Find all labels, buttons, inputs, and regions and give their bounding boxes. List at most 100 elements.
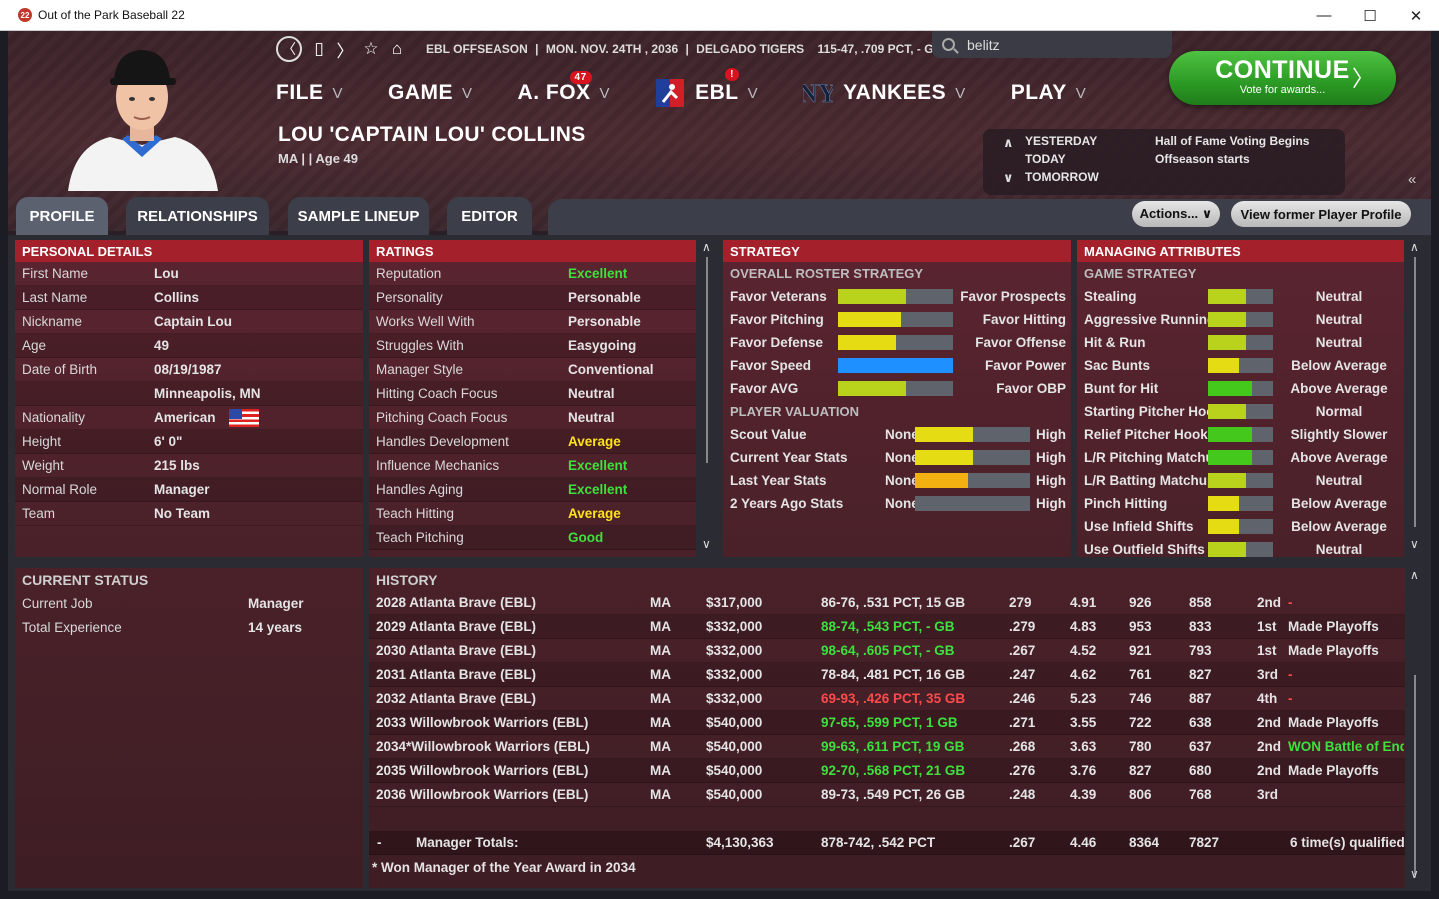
history-team[interactable]: 2034*Willowbrook Warriors (EBL) bbox=[376, 739, 590, 754]
rating-value: Easygoing bbox=[568, 338, 637, 353]
managing-row: L/R Pitching Matchups Above Average bbox=[1077, 446, 1404, 469]
history-team[interactable]: 2036 Willowbrook Warriors (EBL) bbox=[376, 787, 589, 802]
managing-slider[interactable] bbox=[1208, 335, 1273, 350]
history-team[interactable]: 2028 Atlanta Brave (EBL) bbox=[376, 595, 537, 610]
events-up-icon[interactable]: ∧ bbox=[1003, 135, 1014, 150]
collapse-icon[interactable]: « bbox=[1408, 171, 1417, 188]
history-team[interactable]: 2029 Atlanta Brave (EBL) bbox=[376, 619, 537, 634]
header: 〈 ▯ 〉 ☆ ⌂ EBL OFFSEASON | MON. NOV. 24TH… bbox=[8, 31, 1431, 231]
section-header: PLAYER VALUATION bbox=[730, 404, 860, 419]
rating-label: Reputation bbox=[376, 266, 442, 281]
strategy-slider[interactable] bbox=[838, 312, 953, 327]
history-row: 2033 Willowbrook Warriors (EBL) MA $540,00… bbox=[369, 711, 1405, 735]
tab-profile[interactable]: PROFILE bbox=[16, 197, 108, 235]
roster-strategy-row: Favor Speed Favor Power bbox=[723, 354, 1071, 377]
menu-game[interactable]: GAME V bbox=[388, 81, 473, 105]
managing-slider[interactable] bbox=[1208, 496, 1273, 511]
home-icon[interactable]: ⌂ bbox=[391, 39, 403, 58]
history-scroll-up-icon[interactable]: ∧ bbox=[1410, 568, 1419, 582]
info-team[interactable]: DELGADO TIGERS bbox=[696, 42, 805, 56]
managing-scroll-up-icon[interactable]: ∧ bbox=[1410, 240, 1419, 254]
event-value[interactable]: Hall of Fame Voting Begins bbox=[1155, 134, 1310, 148]
managing-slider[interactable] bbox=[1208, 358, 1273, 373]
history-team[interactable]: 2031 Atlanta Brave (EBL) bbox=[376, 667, 537, 682]
managing-slider[interactable] bbox=[1208, 519, 1273, 534]
detail-label: Nickname bbox=[22, 314, 83, 329]
managing-slider[interactable] bbox=[1208, 312, 1273, 327]
valuation-slider[interactable] bbox=[915, 427, 1030, 442]
managing-scrollbar[interactable] bbox=[1414, 257, 1416, 527]
menu-league[interactable]: EBL! V bbox=[655, 68, 758, 108]
managing-slider[interactable] bbox=[1208, 427, 1273, 442]
strategy-slider[interactable] bbox=[838, 381, 953, 396]
strategy-slider[interactable] bbox=[838, 335, 953, 350]
valuation-slider[interactable] bbox=[915, 473, 1030, 488]
slider-fill bbox=[915, 450, 973, 465]
history-scroll-down-icon[interactable]: ∨ bbox=[1410, 867, 1419, 881]
info-season[interactable]: EBL OFFSEASON bbox=[426, 42, 528, 56]
history-role: MA bbox=[650, 763, 671, 778]
history-team[interactable]: 2035 Willowbrook Warriors (EBL) bbox=[376, 763, 589, 778]
minimize-button[interactable]: — bbox=[1316, 7, 1332, 24]
history-era: 4.62 bbox=[1070, 667, 1097, 682]
event-value[interactable]: Offseason starts bbox=[1155, 152, 1250, 166]
totals-cell: 4.46 bbox=[1070, 835, 1097, 850]
strategy-slider[interactable] bbox=[838, 358, 953, 373]
managing-row: Use Infield Shifts Below Average bbox=[1077, 515, 1404, 538]
history-role: MA bbox=[650, 715, 671, 730]
search-input[interactable] bbox=[967, 36, 1147, 53]
star-icon[interactable]: ☆ bbox=[363, 39, 379, 58]
view-former-player-profile-button[interactable]: View former Player Profile bbox=[1231, 201, 1411, 227]
history-era: 5.23 bbox=[1070, 691, 1097, 706]
detail-value: Minneapolis, MN bbox=[154, 386, 261, 401]
managing-slider[interactable] bbox=[1208, 450, 1273, 465]
forward-icon[interactable]: 〉 bbox=[336, 41, 354, 61]
valuation-min-label: None bbox=[885, 496, 919, 511]
managing-slider[interactable] bbox=[1208, 381, 1273, 396]
managing-slider[interactable] bbox=[1208, 289, 1273, 304]
ratings-scrollbar[interactable] bbox=[706, 257, 708, 463]
tab-relationships[interactable]: RELATIONSHIPS bbox=[126, 197, 269, 235]
menu-play[interactable]: PLAY V bbox=[1011, 81, 1087, 105]
actions-dropdown[interactable]: Actions... ∨ bbox=[1132, 201, 1220, 227]
menu-manager[interactable]: A. FOX 47 V bbox=[518, 71, 611, 105]
ratings-scroll-up-icon[interactable]: ∧ bbox=[702, 240, 711, 254]
tab-editor[interactable]: EDITOR bbox=[447, 197, 532, 235]
alert-badge: ! bbox=[725, 68, 739, 81]
events-down-icon[interactable]: ∨ bbox=[1003, 170, 1014, 185]
maximize-button[interactable]: ☐ bbox=[1363, 7, 1377, 25]
managing-label: Starting Pitcher Hook bbox=[1084, 404, 1208, 419]
continue-button[interactable]: CONTINUE Vote for awards... 〉 bbox=[1169, 51, 1396, 105]
history-team[interactable]: 2033 Willowbrook Warriors (EBL) bbox=[376, 715, 589, 730]
history-scrollbar[interactable] bbox=[1414, 675, 1416, 875]
status-value: Manager bbox=[248, 595, 304, 611]
managing-scroll-down-icon[interactable]: ∨ bbox=[1410, 537, 1419, 551]
strategy-right-label: Favor Hitting bbox=[982, 312, 1066, 327]
menu-file[interactable]: FILE V bbox=[276, 81, 343, 105]
back-icon[interactable]: 〈 bbox=[276, 36, 302, 62]
ratings-scroll-down-icon[interactable]: ∨ bbox=[702, 537, 711, 551]
valuation-slider[interactable] bbox=[915, 450, 1030, 465]
history-team[interactable]: 2030 Atlanta Brave (EBL) bbox=[376, 643, 537, 658]
slider-fill bbox=[1208, 519, 1240, 534]
history-runs: 926 bbox=[1129, 595, 1152, 610]
tab-sample-lineup[interactable]: SAMPLE LINEUP bbox=[288, 197, 429, 235]
managing-label: Hit & Run bbox=[1084, 335, 1146, 350]
search-box[interactable] bbox=[932, 31, 1172, 58]
menu-team[interactable]: NY YANKEES V bbox=[803, 78, 966, 108]
valuation-slider[interactable] bbox=[915, 496, 1030, 511]
rating-value: Neutral bbox=[568, 386, 615, 401]
strategy-left-label: Favor Speed bbox=[730, 358, 812, 373]
managing-slider[interactable] bbox=[1208, 542, 1273, 557]
managing-slider[interactable] bbox=[1208, 473, 1273, 488]
rating-value: Personable bbox=[568, 290, 641, 305]
history-finish: 2nd bbox=[1257, 739, 1282, 754]
managing-slider[interactable] bbox=[1208, 404, 1273, 419]
bookmark-icon[interactable]: ▯ bbox=[314, 39, 324, 58]
strategy-slider[interactable] bbox=[838, 289, 953, 304]
info-date[interactable]: MON. NOV. 24TH , 2036 bbox=[545, 42, 679, 56]
close-button[interactable]: ✕ bbox=[1409, 7, 1423, 25]
managing-value: Below Average bbox=[1291, 519, 1387, 534]
history-era: 3.76 bbox=[1070, 763, 1097, 778]
history-team[interactable]: 2032 Atlanta Brave (EBL) bbox=[376, 691, 537, 706]
